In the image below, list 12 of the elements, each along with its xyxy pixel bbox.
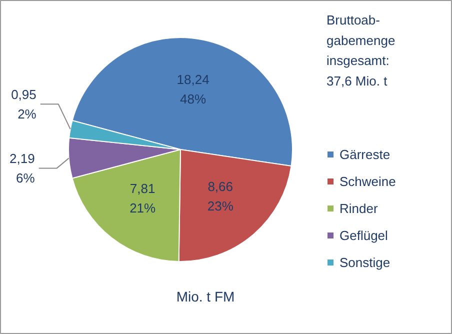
data-label: 2,19 6% xyxy=(10,150,36,186)
legend-label: Gärreste xyxy=(340,147,390,162)
text: Bruttoab- gabemenge insgesamt: 37,6 Mio. t xyxy=(326,12,396,88)
text: Mio. t FM xyxy=(176,288,235,304)
legend-label: Sonstige xyxy=(340,255,390,270)
data-label: 18,24 48% xyxy=(176,72,210,106)
legend-label: Schweine xyxy=(340,174,396,189)
data-label: 8,66 23% xyxy=(207,179,234,214)
legend-label: Rinder xyxy=(340,201,378,216)
data-label: 7,81 21% xyxy=(130,180,156,216)
legend-label: Geflügel xyxy=(340,228,388,243)
data-label: 0,95 2% xyxy=(11,86,37,122)
